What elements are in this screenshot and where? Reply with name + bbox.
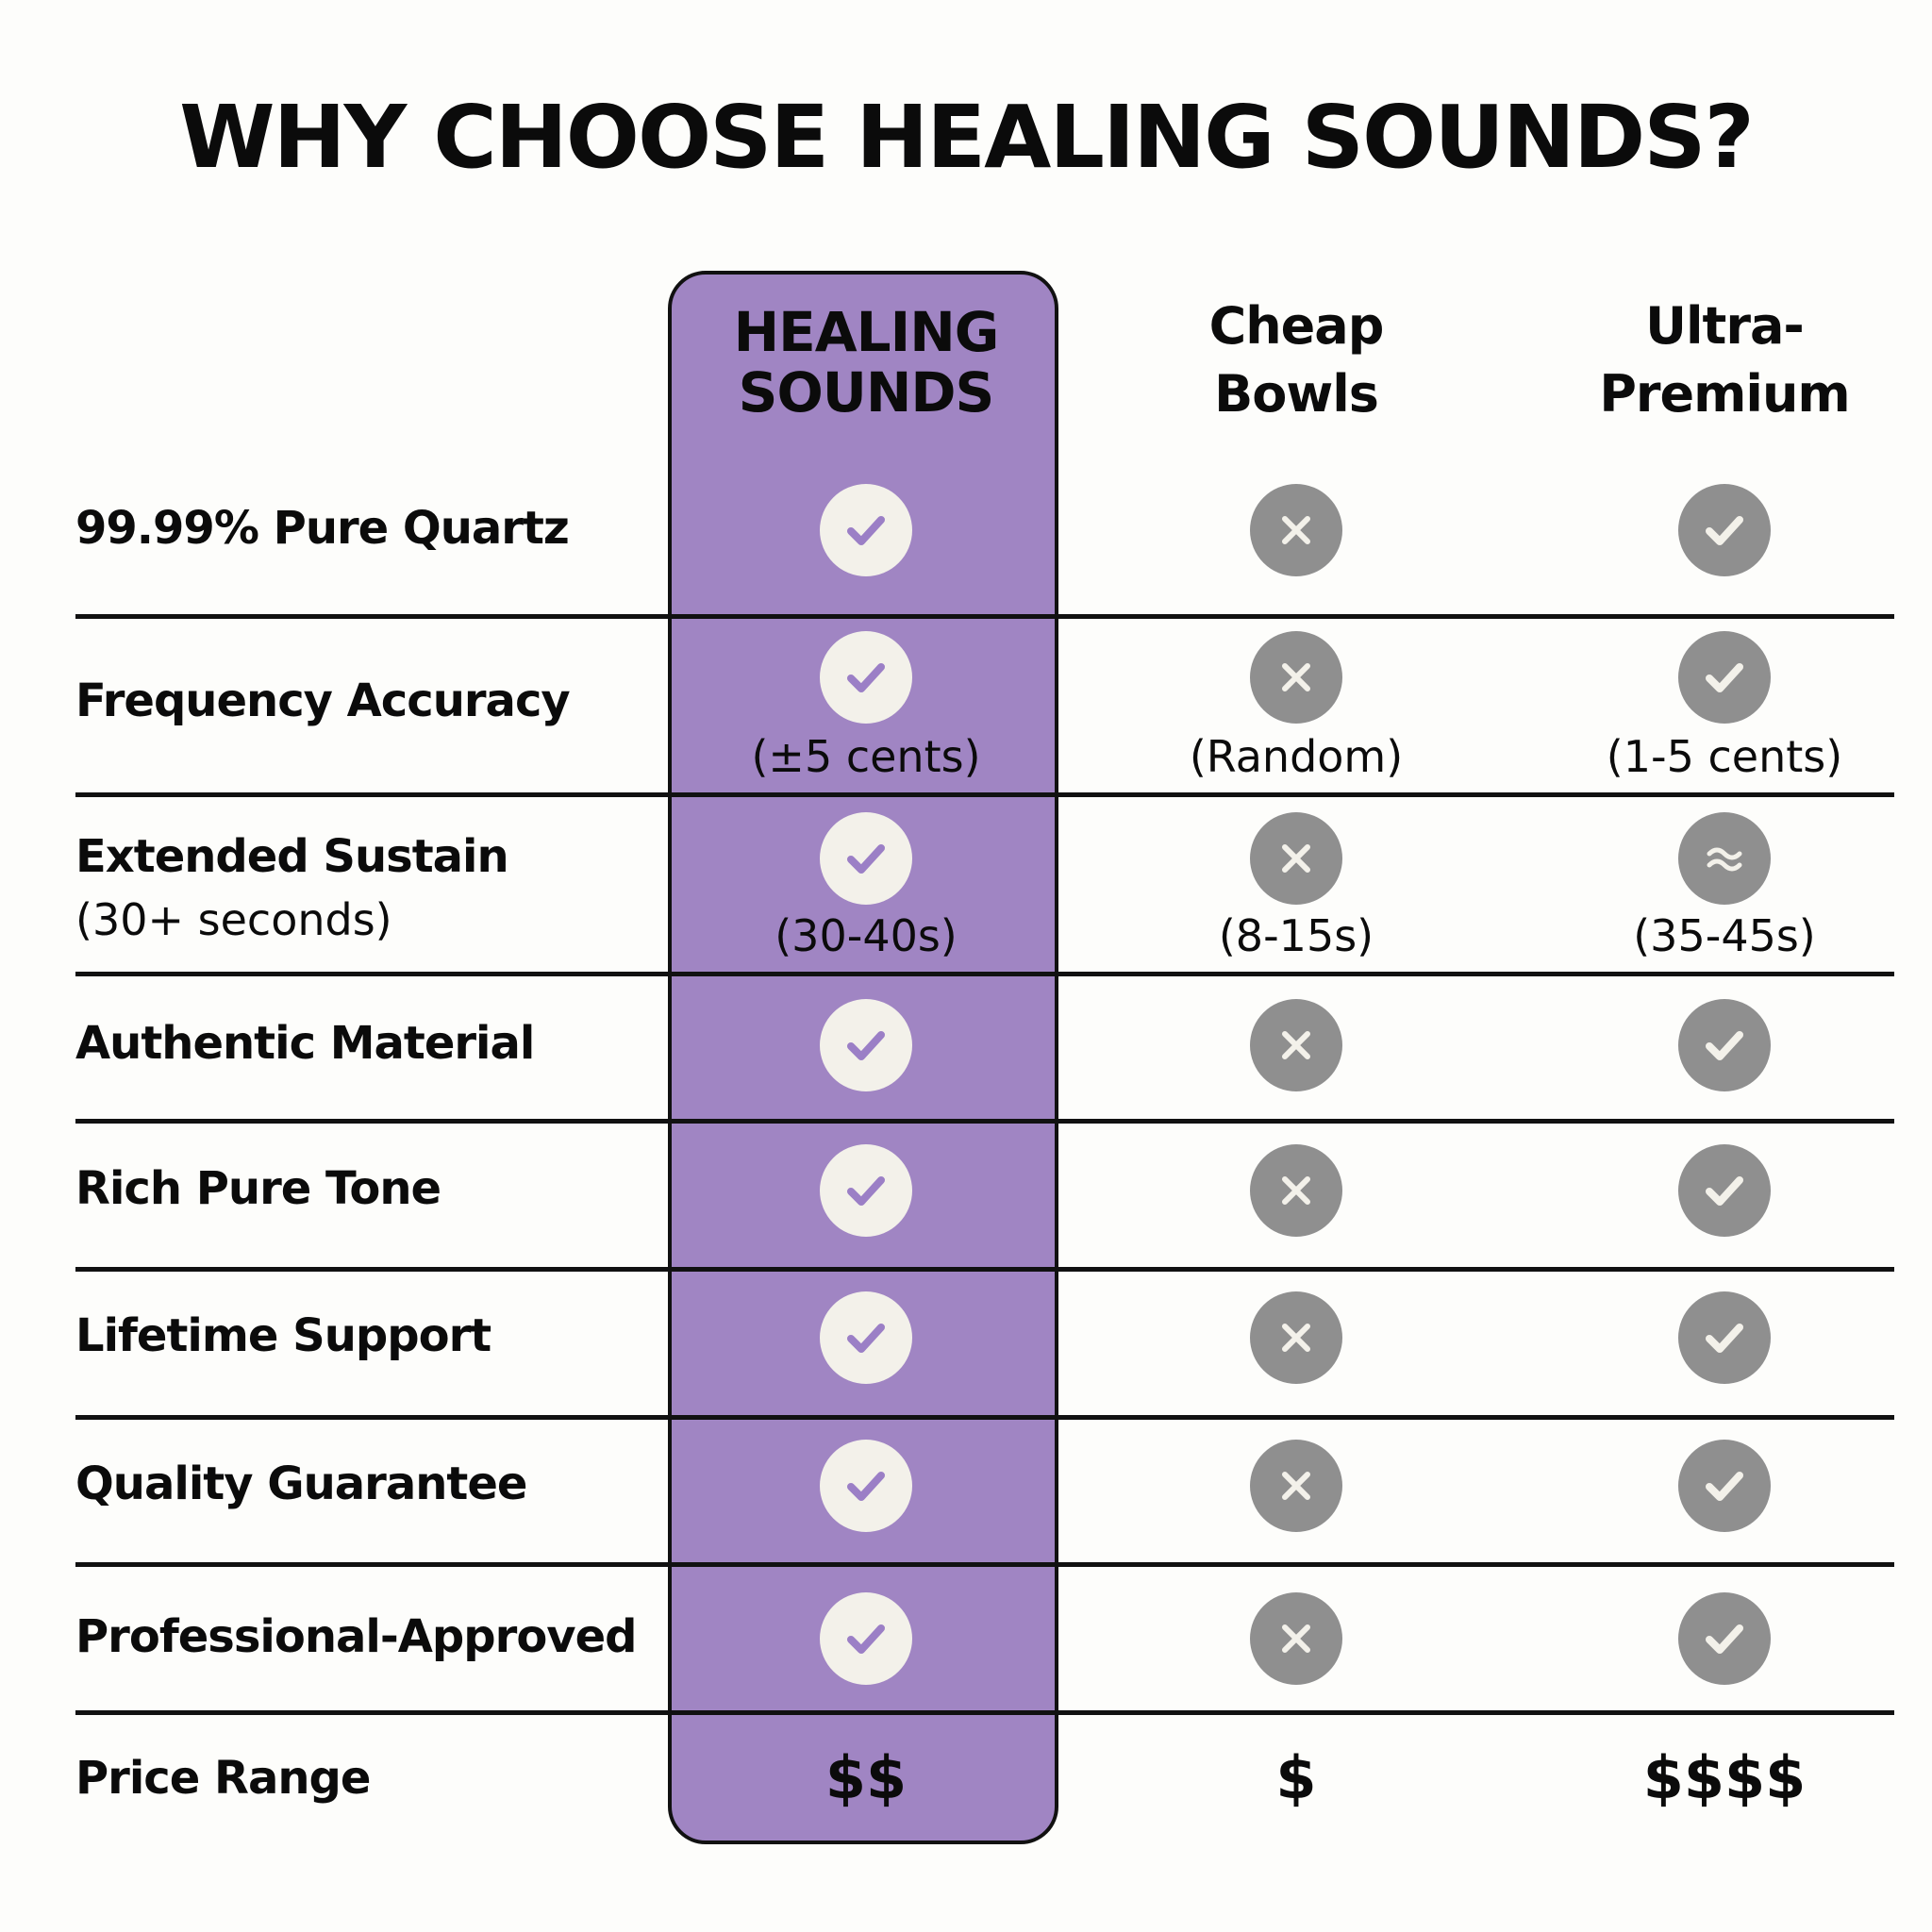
column-header: Cheap Bowls: [1098, 292, 1494, 428]
row-divider: [75, 792, 1894, 797]
row-divider: [75, 1119, 1894, 1124]
row-label: 99.99% Pure Quartz: [75, 502, 570, 555]
column-header-line: HEALING: [733, 300, 1000, 364]
row-label: Professional-Approved: [75, 1610, 637, 1663]
check-icon: [1678, 1291, 1771, 1384]
check-icon: [1678, 631, 1771, 724]
column-header: Ultra- Premium: [1526, 292, 1923, 428]
column-header-line: Bowls: [1214, 364, 1379, 424]
check-icon: [820, 484, 912, 576]
column-header-line: Premium: [1599, 364, 1850, 424]
check-icon: [1678, 1440, 1771, 1532]
row-sublabel: (30+ seconds): [75, 894, 392, 945]
price-value: $$$$: [1642, 1743, 1807, 1812]
cell-note: (±5 cents): [751, 731, 981, 782]
check-icon: [820, 1440, 912, 1532]
column-header-line: Cheap: [1208, 296, 1385, 356]
check-icon: [820, 1144, 912, 1237]
check-icon: [1678, 1144, 1771, 1237]
check-icon: [820, 812, 912, 905]
check-icon: [1678, 484, 1771, 576]
column-header: HEALING SOUNDS: [668, 302, 1064, 423]
approx-icon: [1678, 812, 1771, 905]
row-label: Price Range: [75, 1752, 371, 1805]
cell-note: (1-5 cents): [1606, 731, 1843, 782]
cross-icon: [1250, 484, 1342, 576]
row-label: Authentic Material: [75, 1017, 535, 1070]
row-label: Lifetime Support: [75, 1309, 491, 1362]
row-divider: [75, 1562, 1894, 1567]
cross-icon: [1250, 631, 1342, 724]
column-header-line: SOUNDS: [738, 360, 995, 425]
cell-note: (35-45s): [1633, 910, 1816, 961]
row-label: Quality Guarantee: [75, 1457, 527, 1510]
check-icon: [820, 1291, 912, 1384]
cross-icon: [1250, 812, 1342, 905]
column-header-line: Ultra-: [1645, 296, 1805, 356]
row-divider: [75, 1415, 1894, 1420]
check-icon: [820, 1592, 912, 1685]
cell-note: (Random): [1189, 731, 1404, 782]
row-divider: [75, 614, 1894, 619]
row-label: Rich Pure Tone: [75, 1162, 441, 1215]
check-icon: [1678, 1592, 1771, 1685]
cross-icon: [1250, 1592, 1342, 1685]
cell-note: (8-15s): [1218, 910, 1374, 961]
row-divider: [75, 1710, 1894, 1715]
check-icon: [820, 999, 912, 1091]
row-divider: [75, 1267, 1894, 1272]
cross-icon: [1250, 1144, 1342, 1237]
price-value: $$: [824, 1743, 908, 1812]
row-label: Extended Sustain: [75, 830, 509, 883]
cross-icon: [1250, 999, 1342, 1091]
page-title: WHY CHOOSE HEALING SOUNDS?: [179, 87, 1755, 188]
check-icon: [1678, 999, 1771, 1091]
cell-note: (30-40s): [774, 910, 958, 961]
row-label: Frequency Accuracy: [75, 675, 571, 727]
check-icon: [820, 631, 912, 724]
cross-icon: [1250, 1291, 1342, 1384]
price-value: $: [1275, 1743, 1317, 1812]
row-divider: [75, 972, 1894, 976]
cross-icon: [1250, 1440, 1342, 1532]
